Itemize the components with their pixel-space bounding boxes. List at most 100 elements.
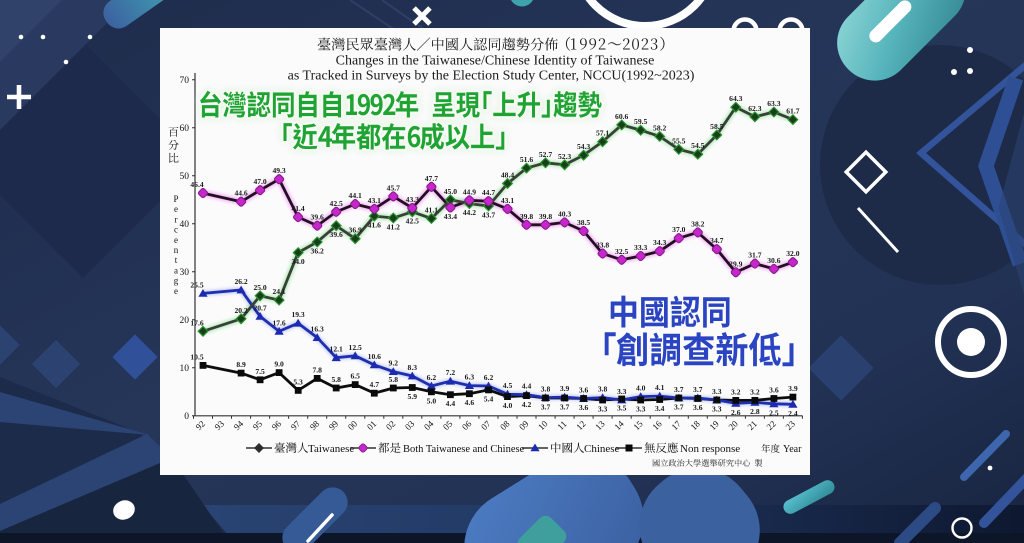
svg-text:7.8: 7.8 <box>312 365 322 374</box>
svg-text:70: 70 <box>180 76 190 86</box>
svg-text:42.5: 42.5 <box>330 199 343 208</box>
svg-text:31.7: 31.7 <box>748 251 761 260</box>
svg-text:9.2: 9.2 <box>389 359 399 368</box>
svg-text:41.6: 41.6 <box>368 221 381 230</box>
svg-text:3.8: 3.8 <box>541 385 551 394</box>
svg-text:12.5: 12.5 <box>349 343 362 352</box>
svg-text:52.7: 52.7 <box>539 150 552 159</box>
svg-text:4.4: 4.4 <box>446 399 456 408</box>
svg-text:38.2: 38.2 <box>691 219 704 228</box>
svg-text:54.5: 54.5 <box>691 141 704 150</box>
svg-text:3.9: 3.9 <box>788 384 798 393</box>
svg-text:4.0: 4.0 <box>636 384 646 393</box>
svg-text:e: e <box>174 286 178 296</box>
svg-text:45.7: 45.7 <box>387 183 400 192</box>
svg-text:20: 20 <box>180 316 190 326</box>
svg-text:6.3: 6.3 <box>465 373 475 382</box>
svg-text:3.6: 3.6 <box>693 403 703 412</box>
svg-text:e: e <box>174 204 178 214</box>
svg-text:n: n <box>174 245 179 255</box>
svg-text:0: 0 <box>184 412 189 422</box>
svg-text:3.8: 3.8 <box>598 385 608 394</box>
svg-text:60: 60 <box>180 124 190 134</box>
svg-text:a: a <box>174 265 178 275</box>
svg-text:59.5: 59.5 <box>634 117 647 126</box>
svg-text:54.3: 54.3 <box>577 142 590 151</box>
svg-text:44.2: 44.2 <box>463 208 476 217</box>
svg-text:g: g <box>174 276 179 286</box>
svg-text:24.1: 24.1 <box>272 287 285 296</box>
svg-text:63.3: 63.3 <box>767 99 780 108</box>
svg-text:Chinese: Chinese <box>584 443 620 455</box>
svg-text:55.5: 55.5 <box>672 136 685 145</box>
svg-text:t: t <box>175 255 178 265</box>
svg-text:4.7: 4.7 <box>370 380 380 389</box>
svg-text:34.0: 34.0 <box>291 257 304 266</box>
svg-text:3.7: 3.7 <box>560 403 570 412</box>
svg-text:3.6: 3.6 <box>769 386 779 395</box>
svg-text:25.5: 25.5 <box>190 280 203 289</box>
svg-text:43.1: 43.1 <box>501 196 514 205</box>
svg-text:5.8: 5.8 <box>331 375 341 384</box>
svg-text:36.2: 36.2 <box>311 247 324 256</box>
svg-text:48.4: 48.4 <box>501 171 514 180</box>
svg-text:61.7: 61.7 <box>786 107 799 116</box>
svg-text:26.2: 26.2 <box>234 277 247 286</box>
svg-text:3.2: 3.2 <box>750 387 760 396</box>
svg-text:Changes in the Taiwanese/Chine: Changes in the Taiwanese/Chinese Identit… <box>336 54 655 69</box>
svg-text:43.7: 43.7 <box>482 211 495 220</box>
svg-text:30: 30 <box>180 268 190 278</box>
svg-text:5.3: 5.3 <box>293 377 303 386</box>
svg-text:3.3: 3.3 <box>617 387 627 396</box>
svg-text:4.6: 4.6 <box>465 398 475 407</box>
svg-text:34.7: 34.7 <box>710 236 723 245</box>
svg-text:3.5: 3.5 <box>617 404 627 413</box>
svg-text:3.3: 3.3 <box>712 387 722 396</box>
svg-text:44.9: 44.9 <box>463 187 476 196</box>
svg-text:6.2: 6.2 <box>484 373 494 382</box>
svg-text:30.6: 30.6 <box>767 256 780 265</box>
svg-text:32.5: 32.5 <box>615 247 628 256</box>
svg-text:6.5: 6.5 <box>350 372 360 381</box>
svg-text:58.2: 58.2 <box>653 123 666 132</box>
svg-text:47.7: 47.7 <box>425 174 438 183</box>
svg-text:39.8: 39.8 <box>539 212 552 221</box>
svg-text:43.3: 43.3 <box>406 195 419 204</box>
svg-text:2.5: 2.5 <box>769 408 779 417</box>
svg-text:3.3: 3.3 <box>636 405 646 414</box>
svg-text:64.3: 64.3 <box>729 94 742 103</box>
svg-text:6.2: 6.2 <box>427 373 437 382</box>
svg-text:2.6: 2.6 <box>731 408 741 417</box>
svg-text:3.7: 3.7 <box>541 403 551 412</box>
svg-text:4.0: 4.0 <box>503 401 513 410</box>
svg-text:44.7: 44.7 <box>482 188 495 197</box>
svg-text:58.5: 58.5 <box>710 122 723 131</box>
svg-text:5.4: 5.4 <box>484 394 494 403</box>
svg-text:17.6: 17.6 <box>190 318 203 327</box>
svg-text:20.2: 20.2 <box>234 306 247 315</box>
svg-text:Taiwanese: Taiwanese <box>308 443 354 455</box>
svg-text:42.5: 42.5 <box>406 216 419 225</box>
svg-text:Both Taiwanese and Chinese: Both Taiwanese and Chinese <box>403 444 525 455</box>
svg-text:5.9: 5.9 <box>408 392 418 401</box>
svg-text:38.5: 38.5 <box>577 218 590 227</box>
svg-text:3.7: 3.7 <box>693 385 703 394</box>
svg-text:3.6: 3.6 <box>579 403 589 412</box>
svg-text:45.0: 45.0 <box>444 187 457 196</box>
svg-text:44.6: 44.6 <box>234 189 247 198</box>
svg-text:17.6: 17.6 <box>272 318 285 327</box>
svg-text:60.6: 60.6 <box>615 112 628 121</box>
svg-text:3.3: 3.3 <box>712 405 722 414</box>
svg-text:4.2: 4.2 <box>522 400 532 409</box>
svg-text:9.0: 9.0 <box>274 360 284 369</box>
svg-text:3.2: 3.2 <box>731 387 741 396</box>
svg-text:20.7: 20.7 <box>253 303 266 312</box>
svg-text:10.5: 10.5 <box>190 352 203 361</box>
svg-text:36.9: 36.9 <box>349 226 362 235</box>
svg-text:5.8: 5.8 <box>389 375 399 384</box>
svg-text:46.4: 46.4 <box>190 180 203 189</box>
svg-text:57.1: 57.1 <box>596 129 609 138</box>
svg-text:5.0: 5.0 <box>427 396 437 405</box>
svg-text:41.4: 41.4 <box>291 204 304 213</box>
svg-text:39.8: 39.8 <box>520 212 533 221</box>
